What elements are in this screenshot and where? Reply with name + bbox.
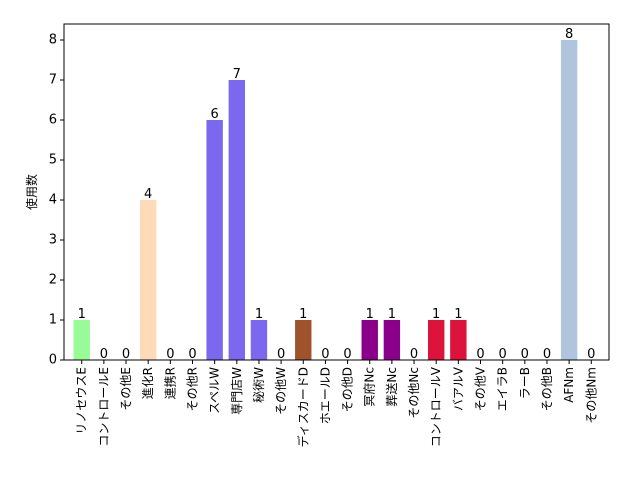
x-tick-label: ディスカードD	[295, 367, 310, 447]
x-tick-label: その他B	[540, 367, 554, 411]
x-tick-label: ホエールD	[318, 367, 332, 424]
x-tick-label: 秘術W	[252, 367, 266, 403]
x-tick-label: ラーB	[518, 367, 532, 399]
x-tick-label: バアルV	[451, 366, 465, 411]
bar-value-label: 4	[144, 187, 152, 202]
y-tick-label: 1	[49, 313, 57, 328]
bar-value-label: 0	[277, 347, 285, 362]
y-tick-label: 0	[49, 353, 57, 368]
x-axis: リノセウスE コントロールE その他E 進化R 連携R その他R スペルW 専門店W 秘術W その…	[75, 360, 598, 447]
x-tick-label: その他Nm	[584, 367, 598, 424]
y-tick-label: 2	[49, 273, 57, 288]
bar-value-label: 0	[499, 347, 507, 362]
x-tick-label: リノセウスE	[75, 367, 89, 435]
y-tick-label: 4	[49, 193, 57, 208]
bar-value-label: 0	[343, 347, 351, 362]
bar-value-label: 0	[587, 347, 595, 362]
x-tick-label: その他E	[119, 367, 133, 411]
x-tick-label: コントロールV	[429, 366, 443, 447]
bar	[560, 40, 578, 360]
bar	[206, 120, 223, 360]
bar	[383, 320, 401, 360]
bar-value-label: 0	[521, 347, 529, 362]
bar	[250, 320, 268, 360]
x-tick-label: エイラB	[496, 367, 510, 411]
y-tick-label: 6	[49, 113, 57, 128]
bar-value-label: 0	[410, 347, 418, 362]
bar-value-label: 6	[211, 107, 219, 122]
bar	[73, 320, 90, 360]
bar	[450, 320, 467, 360]
bar-value-label: 1	[388, 307, 396, 322]
bar-value-label: 1	[78, 307, 86, 322]
plot-frame	[63, 23, 610, 361]
y-axis-label: 使用数	[24, 174, 39, 210]
bar-value-label: 8	[565, 27, 573, 42]
x-tick-label: 冥府Nc	[362, 367, 377, 407]
bar-value-label: 0	[188, 347, 196, 362]
y-tick-label: 7	[49, 73, 57, 88]
y-tick-label: 5	[49, 153, 57, 168]
y-tick-label: 8	[49, 33, 57, 48]
x-tick-label: 連携R	[162, 367, 177, 399]
bar-value-label: 0	[321, 347, 329, 362]
bars-group	[73, 40, 578, 360]
bar-value-label: 0	[100, 347, 108, 362]
bar-value-label: 0	[166, 347, 174, 362]
x-tick-label: その他W	[274, 367, 288, 415]
bar	[361, 320, 378, 360]
x-tick-label: スペルW	[208, 367, 222, 414]
x-tick-label: 進化R	[141, 367, 155, 399]
bar-value-label: 1	[255, 307, 263, 322]
x-tick-label: 専門店W	[230, 367, 244, 415]
bar-value-label: 1	[432, 307, 440, 322]
bar	[427, 320, 445, 360]
bar-value-label: 0	[543, 347, 551, 362]
y-axis: 0 1 2 3 4 5 6 7 8	[49, 33, 64, 368]
bar	[228, 80, 246, 360]
bar-value-label: 7	[233, 67, 241, 82]
x-tick-label: 葬送Nc	[384, 367, 399, 407]
x-tick-label: その他V	[474, 366, 488, 411]
bar-value-label: 1	[454, 307, 462, 322]
x-tick-label: その他R	[185, 367, 199, 411]
x-tick-label: AFNm	[562, 367, 576, 403]
bar	[295, 320, 312, 360]
y-tick-label: 3	[49, 233, 57, 248]
x-tick-label: コントロールE	[97, 367, 111, 447]
bar-value-label: 0	[122, 347, 130, 362]
bar-value-label: 0	[476, 347, 484, 362]
x-tick-label: その他D	[341, 367, 355, 412]
bar	[139, 200, 157, 360]
x-tick-label: その他Nc	[407, 367, 421, 419]
bar-value-label: 1	[366, 307, 374, 322]
bar-value-label: 1	[299, 307, 307, 322]
